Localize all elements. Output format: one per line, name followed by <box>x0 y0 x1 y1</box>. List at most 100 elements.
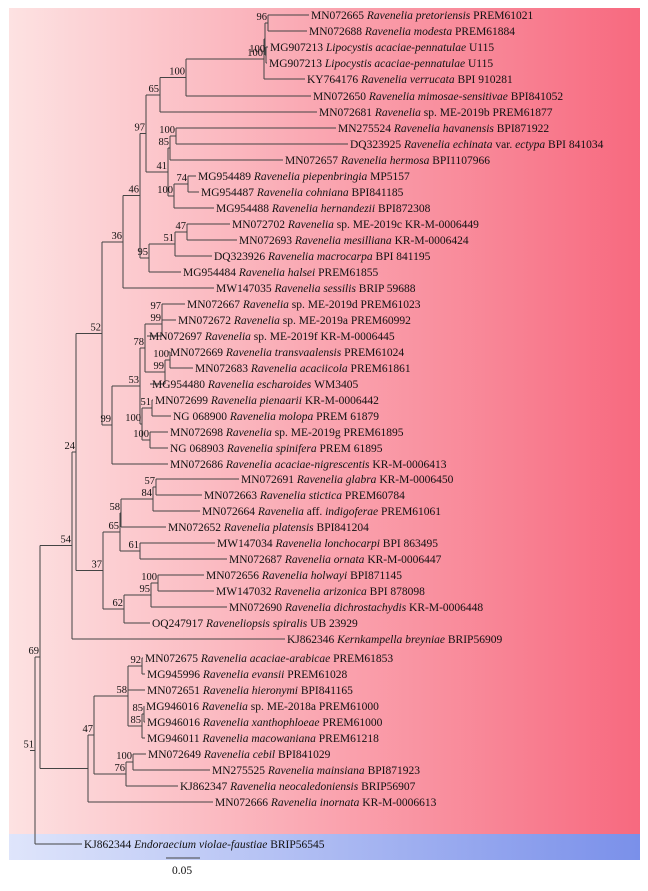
taxon-epithet: var. <box>495 139 515 151</box>
bootstrap-value: 97 <box>135 122 146 133</box>
taxon-acc: MG907213 <box>270 42 326 54</box>
taxon-epithet: modesta <box>414 26 455 38</box>
taxon-epithet: lonchocarpi <box>324 538 382 550</box>
taxon-acc: MN072686 <box>170 459 226 471</box>
taxon-epithet: sp. <box>275 427 291 439</box>
taxon-acc: MN275525 <box>212 765 268 777</box>
bootstrap-value: 85 <box>133 703 144 714</box>
taxon-acc: MG946016 <box>146 701 202 713</box>
taxon-label: MN072683 Ravenelia acaciicola PREM61861 <box>195 363 411 375</box>
taxon-label: MG946016 Ravenelia xanthophloeae PREM610… <box>147 717 383 729</box>
taxon-genus: Ravenelia <box>368 91 418 103</box>
taxon-genus: Ravenelia <box>202 685 252 697</box>
taxon-acc: MN072672 <box>178 315 234 327</box>
taxon-labels: MN072665 Ravenelia pretoriensis PREM6102… <box>84 10 604 851</box>
taxon-genus: Ravenelia <box>274 538 324 550</box>
taxon-acc: MN072688 <box>309 26 365 38</box>
taxon-voucher: PREM61884 <box>455 26 515 38</box>
taxon-voucher: BPI871145 <box>350 570 402 582</box>
taxon-label: OQ247917 Raveneliopsis spiralis UB 23929 <box>152 618 358 630</box>
taxon-label: MG954487 Ravenelia cohniana BPI841185 <box>201 187 404 199</box>
taxon-epithet: platensis <box>272 522 317 534</box>
taxon-epithet: ornata <box>334 554 368 566</box>
taxon-label: MN072664 Ravenelia aff. indigoferae PREM… <box>202 506 441 518</box>
taxon-genus: Ravenelia <box>259 490 309 502</box>
taxon-genus: Lipocystis <box>325 42 376 54</box>
taxon-label: KY764176 Ravenelia verrucata BPI 910281 <box>307 74 513 86</box>
taxon-acc: MN072666 <box>215 797 271 809</box>
taxon-epithet: pienaarii <box>259 395 305 407</box>
taxon-epithet: escharoides <box>257 379 314 391</box>
taxon-epithet: xanthophloeae <box>251 717 323 729</box>
bootstrap-value: 41 <box>157 161 168 172</box>
bootstrap-value: 24 <box>65 441 76 452</box>
bootstrap-value: 47 <box>83 724 94 735</box>
taxon-label: MW147032 Ravenelia arizonica BPI 878098 <box>216 586 425 598</box>
scale-bar: 0.05 <box>166 857 200 877</box>
taxon-acc: MN072683 <box>195 363 251 375</box>
taxon-genus: Ravenelia <box>210 395 260 407</box>
taxon-epithet: verrucata <box>410 74 458 86</box>
taxon-epithet: molopa <box>279 411 316 423</box>
taxon-acc: MG954489 <box>198 171 254 183</box>
taxon-label: MG946011 Ravenelia macowaniana PREM61218 <box>147 733 379 745</box>
taxon-genus: Ravenelia <box>366 10 416 22</box>
taxon-label: MN275524 Ravenelia havanensis BPI871922 <box>338 123 549 135</box>
taxon-label: MN072667 Ravenelia sp. ME-2019d PREM6102… <box>187 299 421 311</box>
taxon-genus: Ravenelia <box>202 717 252 729</box>
taxon-acc: MN072667 <box>187 299 243 311</box>
taxon-label: MN072656 Ravenelia holwayi BPI871145 <box>206 570 402 582</box>
taxon-epithet: acaciae-pennatulae <box>375 42 469 54</box>
taxon-epithet: macowaniana <box>251 733 318 745</box>
taxon-voucher: KR-M-0006448 <box>409 602 483 614</box>
taxon-voucher: BPI 863495 <box>383 538 439 550</box>
taxon-voucher: KR-M-0006613 <box>362 797 436 809</box>
taxon-genus: Ravenelia <box>250 363 300 375</box>
taxon-label: NG 068900 Ravenelia molopa PREM 61879 <box>173 411 379 423</box>
taxon-voucher: PREM61877 <box>492 107 552 119</box>
bootstrap-value: 36 <box>112 231 123 242</box>
taxon-label: MN072675 Ravenelia acaciae-arabicae PREM… <box>145 653 393 665</box>
bootstrap-value: 100 <box>133 429 149 440</box>
taxon-epithet: glabra <box>346 474 380 486</box>
taxon-genus: Ravenelia <box>270 797 320 809</box>
taxon-acc: MN072690 <box>229 602 285 614</box>
taxon-voucher: KR-M-0006450 <box>379 474 453 486</box>
bootstrap-value: 61 <box>129 540 140 551</box>
taxon-acc: MN072693 <box>239 235 295 247</box>
taxon-epithet: sp. <box>254 331 270 343</box>
taxon-label: MN072651 Ravenelia hieronymi BPI841165 <box>147 685 353 697</box>
bootstrap-value: 95 <box>138 247 149 258</box>
bootstrap-value: 84 <box>142 488 153 499</box>
taxon-label: KJ862347 Ravenelia neocaledoniensis BRIP… <box>180 781 416 793</box>
taxon-epithet: hermosa <box>390 155 433 167</box>
taxon-genus: Ravenelia <box>271 203 321 215</box>
taxon-label: MG907213 Lipocystis acaciae-pennatulae U… <box>270 42 494 54</box>
taxon-acc: MW147035 <box>216 283 274 295</box>
taxon-voucher: BRIP56545 <box>270 839 325 851</box>
taxon-acc: MG946011 <box>147 733 202 745</box>
taxon-genus: Endoraecium <box>133 839 199 851</box>
taxon-genus: Raveneliopsis <box>205 618 273 630</box>
taxon-genus: Ravenelia <box>253 171 303 183</box>
taxon-acc: MN275524 <box>338 123 394 135</box>
taxon-epithet: neocaledoniensis <box>279 781 361 793</box>
taxon-voucher: PREM61853 <box>333 653 393 665</box>
taxon-genus: Ravenelia <box>200 653 250 665</box>
taxon-epithet: sessilis <box>323 283 358 295</box>
taxon-voucher: BPI 878098 <box>370 586 426 598</box>
taxon-voucher: PREM 61879 <box>316 411 379 423</box>
taxon-voucher: PREM61021 <box>473 10 533 22</box>
taxon-acc: MN072651 <box>147 685 203 697</box>
taxon-label: KJ862346 Kernkampella breyniae BRIP56909 <box>287 634 502 646</box>
taxon-label: MN072690 Ravenelia dichrostachydis KR-M-… <box>229 602 483 614</box>
taxon-label: MG945996 Ravenelia evansii PREM61028 <box>147 669 348 681</box>
taxon-genus: Ravenelia <box>256 187 306 199</box>
taxon-genus: Ravenelia <box>257 506 307 518</box>
taxon-epithet: sp. <box>424 107 440 119</box>
bootstrap-value: 95 <box>140 584 151 595</box>
taxon-acc: MG954488 <box>216 203 272 215</box>
bootstrap-value: 57 <box>145 476 156 487</box>
outgroup-band <box>9 834 640 860</box>
taxon-genus: Ravenelia <box>207 379 257 391</box>
